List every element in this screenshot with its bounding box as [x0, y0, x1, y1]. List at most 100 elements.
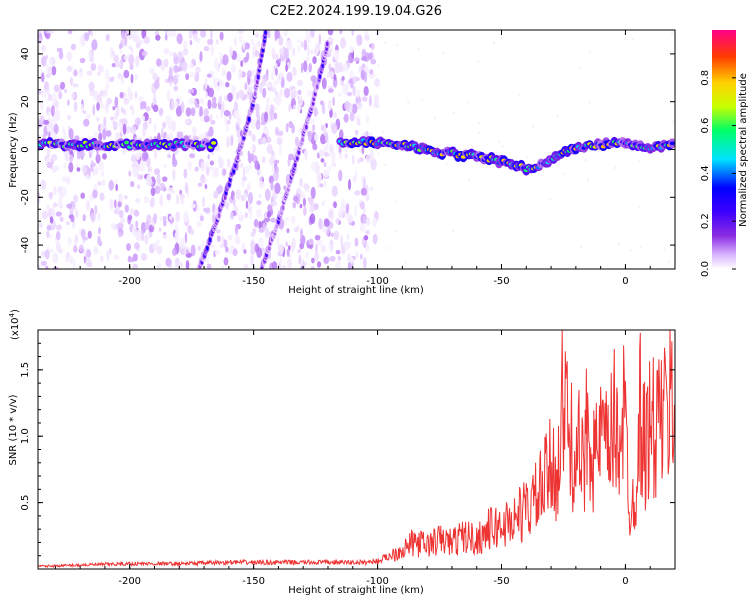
heat-speckle [614, 166, 617, 170]
heat-speckle [128, 53, 132, 58]
heat-speckle [60, 81, 66, 90]
heat-speckle [40, 260, 47, 267]
heat-feature-core [321, 63, 324, 69]
heat-speckle [118, 43, 122, 50]
heat-speckle [161, 127, 164, 139]
heat-speckle [68, 161, 74, 173]
heat-speckle [236, 91, 240, 101]
heat-speckle [203, 46, 210, 52]
heat-speckle [346, 234, 350, 240]
heat-speckle [262, 87, 267, 98]
heat-speckle [176, 33, 183, 45]
snr-multiplier-base: (x10 [10, 317, 21, 340]
heat-speckle [242, 166, 246, 178]
heat-speckle [306, 35, 311, 43]
heat-speckle [211, 168, 218, 179]
heat-speckle [307, 44, 310, 57]
heat-speckle [346, 91, 353, 97]
heat-speckle [85, 257, 92, 267]
heat-speckle [312, 56, 317, 64]
heat-speckle [80, 103, 84, 112]
heat-speckle [352, 175, 357, 184]
heat-speckle [339, 30, 343, 35]
heat-speckle [162, 234, 168, 240]
heat-speckle [296, 79, 304, 87]
heat-speckle [361, 56, 367, 62]
heat-speckle [213, 190, 219, 199]
heat-speckle [156, 58, 162, 67]
heat-speckle [66, 65, 73, 73]
heat-speckle [286, 248, 290, 258]
heat-speckle [236, 238, 241, 244]
heat-speckle [265, 103, 270, 114]
heat-speckle [147, 166, 153, 173]
y-tick-label: 1.5 [20, 362, 31, 378]
heat-speckle [492, 41, 495, 45]
heat-speckle [49, 216, 54, 224]
heat-speckle [133, 209, 140, 217]
heat-speckle [110, 222, 116, 230]
heat-speckle [328, 144, 334, 154]
heat-feature-core [264, 30, 267, 36]
heat-speckle [181, 101, 185, 114]
heat-speckle [671, 31, 674, 35]
heat-speckle [252, 49, 255, 59]
heat-speckle [199, 115, 205, 123]
x-tick-label: -100 [366, 576, 389, 587]
heat-speckle [315, 41, 321, 53]
heat-speckle [105, 130, 112, 137]
heat-speckle [78, 244, 84, 253]
heat-speckle [272, 155, 276, 162]
heat-speckle [369, 186, 374, 192]
heat-speckle [176, 73, 180, 78]
heat-speckle [293, 195, 299, 202]
heat-speckle [303, 39, 308, 51]
heat-speckle [218, 157, 224, 169]
heat-speckle [157, 262, 161, 269]
heat-speckle [274, 166, 279, 174]
heat-speckle [85, 114, 92, 119]
heat-speckle [112, 106, 116, 111]
colorbar-tick-label: 0.4 [700, 165, 711, 181]
heat-speckle [312, 203, 319, 211]
heat-speckle [221, 68, 226, 77]
heat-speckle [348, 214, 354, 224]
heat-speckle [335, 62, 342, 73]
heat-speckle [404, 260, 407, 264]
heat-speckle [333, 111, 337, 119]
heat-speckle [274, 67, 278, 76]
heat-speckle [243, 192, 247, 201]
heat-speckle [115, 61, 122, 68]
x-tick-label: -50 [493, 576, 509, 587]
heat-speckle [114, 96, 119, 109]
heat-speckle [130, 73, 134, 84]
heat-speckle [134, 55, 140, 68]
heat-speckle [153, 213, 158, 224]
heat-speckle [87, 230, 92, 239]
heat-speckle [111, 63, 117, 68]
heat-speckle [46, 203, 50, 211]
heat-speckle [210, 244, 215, 249]
heat-speckle [352, 154, 355, 165]
heat-speckle [73, 234, 79, 245]
heat-speckle [109, 198, 114, 210]
heat-feature-core [253, 91, 257, 97]
heat-speckle [243, 249, 247, 254]
heat-speckle [89, 56, 95, 63]
heat-speckle [136, 184, 141, 189]
heat-speckle [48, 30, 55, 34]
heat-speckle [338, 152, 343, 160]
heat-speckle [218, 95, 223, 105]
heat-speckle [185, 259, 190, 269]
heat-speckle [232, 195, 236, 208]
heat-speckle [64, 88, 67, 94]
heat-speckle [258, 169, 262, 176]
heat-speckle [76, 167, 81, 172]
heat-speckle [271, 261, 278, 269]
heat-speckle [321, 200, 325, 207]
heat-speckle [190, 228, 195, 236]
heat-speckle [279, 48, 285, 55]
heat-speckle [338, 129, 344, 140]
heat-speckle [338, 169, 343, 182]
